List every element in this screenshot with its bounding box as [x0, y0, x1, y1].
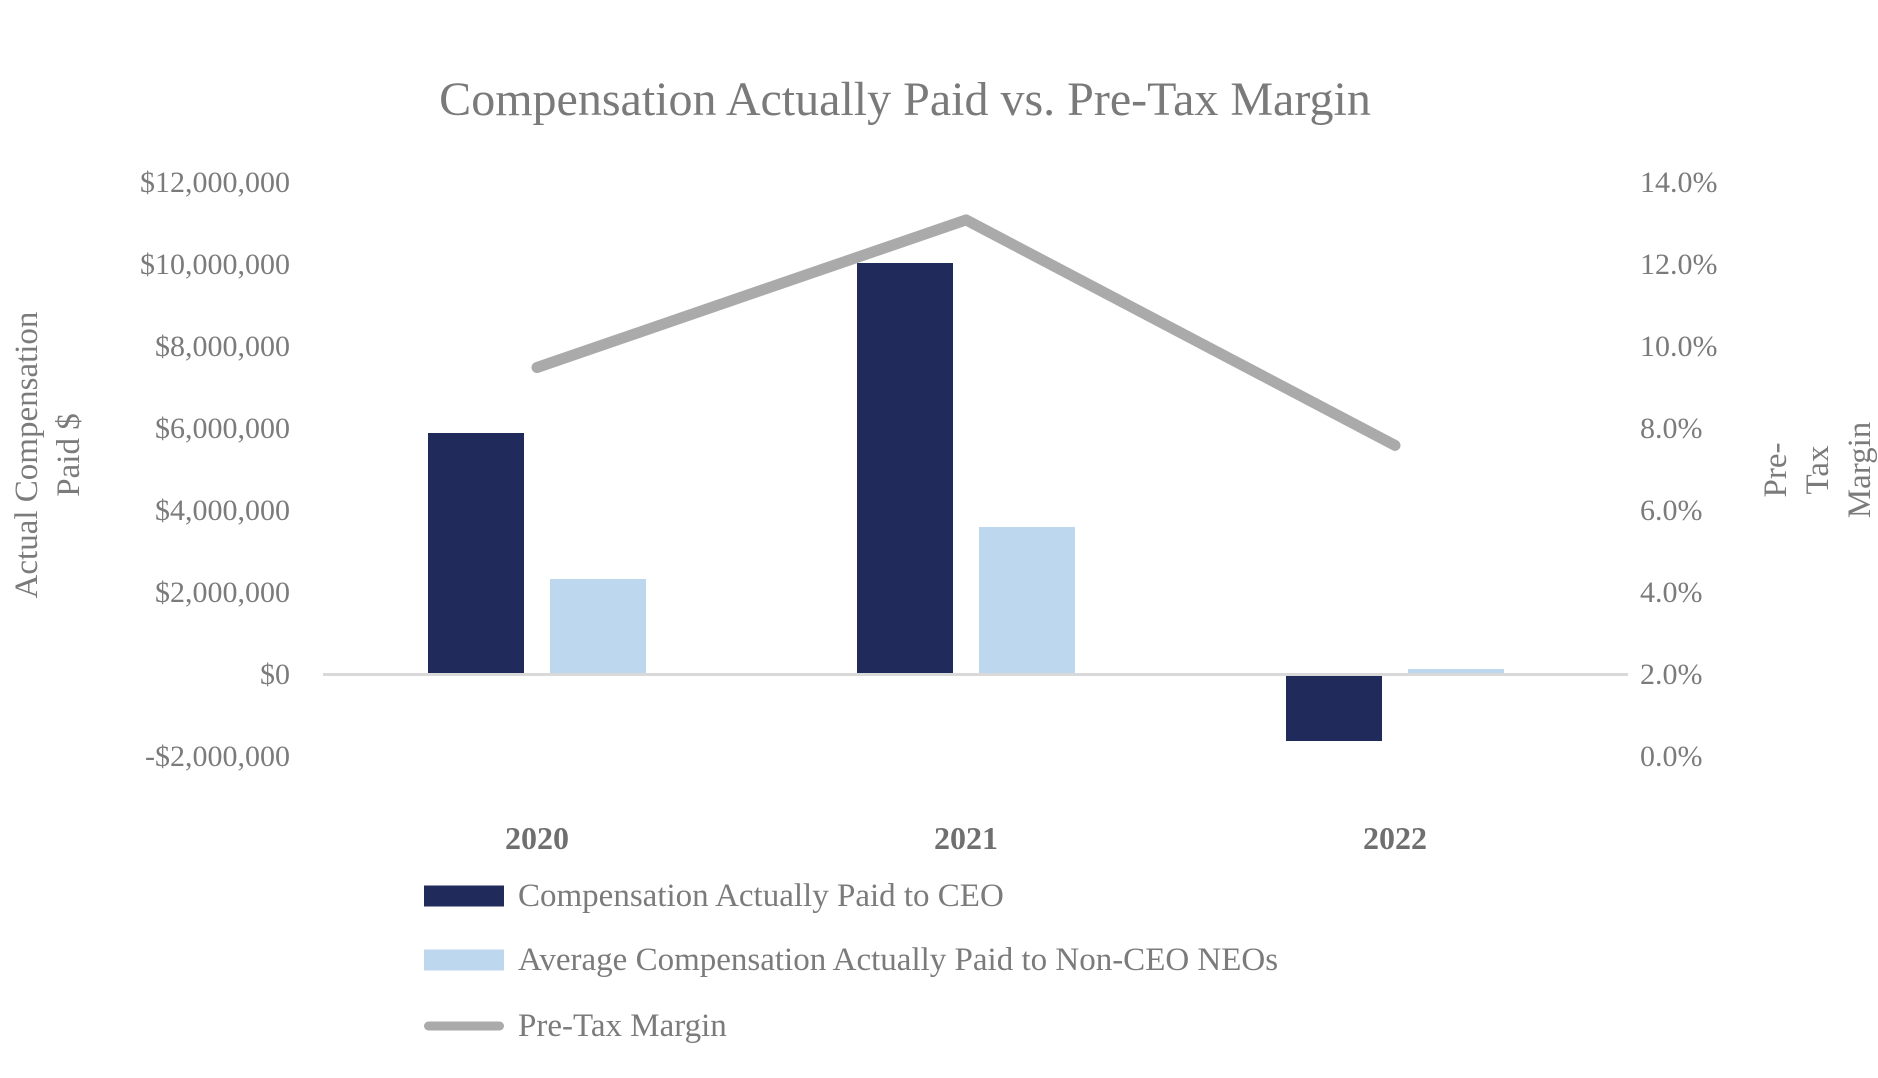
right-axis-tick: 10.0% — [1640, 330, 1718, 363]
right-axis-tick: 12.0% — [1640, 248, 1718, 281]
x-axis-label-2021: 2021 — [934, 820, 998, 856]
left-axis-tick: $2,000,000 — [155, 576, 290, 609]
left-axis-tick: $0 — [260, 658, 290, 691]
right-axis-tick: 4.0% — [1640, 576, 1703, 609]
right-axis-tick: 2.0% — [1640, 658, 1703, 691]
ceo-bar-2022 — [1286, 675, 1382, 741]
right-axis-tick: 0.0% — [1640, 740, 1703, 773]
neo-bar-2020 — [550, 578, 646, 675]
legend-label: Pre-Tax Margin — [518, 1008, 727, 1044]
left-axis-tick: $10,000,000 — [140, 248, 290, 281]
right-axis-tick: 8.0% — [1640, 412, 1703, 445]
legend-swatch-bar — [424, 949, 504, 971]
left-axis-tick: $6,000,000 — [155, 412, 290, 445]
x-axis-label-2020: 2020 — [505, 820, 569, 856]
left-axis-tick: $8,000,000 — [155, 330, 290, 363]
neo-bar-2022 — [1408, 668, 1504, 675]
legend-swatch-bar — [424, 885, 504, 907]
ceo-bar-2021 — [857, 262, 953, 675]
ceo-bar-2020 — [428, 433, 524, 675]
left-axis-tick: -$2,000,000 — [145, 740, 290, 773]
left-axis-tick: $12,000,000 — [140, 166, 290, 199]
right-axis-tick: 14.0% — [1640, 166, 1718, 199]
right-axis-tick: 6.0% — [1640, 494, 1703, 527]
zero-axis-line — [323, 673, 1628, 676]
x-axis-label-2022: 2022 — [1363, 820, 1427, 856]
left-axis-tick: $4,000,000 — [155, 494, 290, 527]
legend-label: Average Compensation Actually Paid to No… — [518, 942, 1279, 978]
legend-swatch-line — [424, 1021, 504, 1031]
pre-tax-margin-polyline — [531, 214, 1401, 451]
legend-label: Compensation Actually Paid to CEO — [518, 878, 1004, 914]
chart-title: Compensation Actually Paid vs. Pre-Tax M… — [439, 73, 1371, 126]
neo-bar-2021 — [979, 527, 1075, 675]
